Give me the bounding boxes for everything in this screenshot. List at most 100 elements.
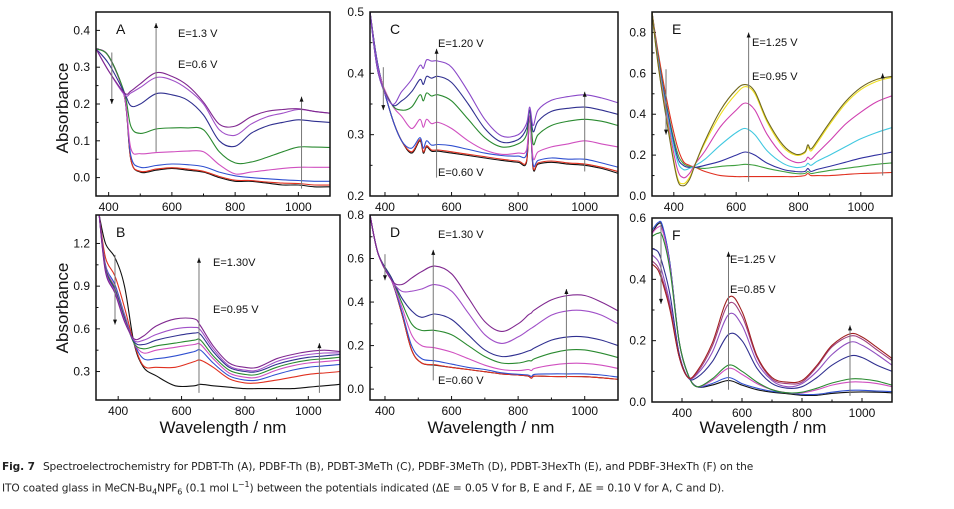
x-tick-label: 800 (792, 406, 812, 420)
potential-annotation: E=0.60 V (438, 375, 484, 387)
plot-frame (369, 214, 619, 401)
caption-subscript-4: 4 (152, 487, 158, 497)
series-line-e-3 (652, 12, 892, 171)
arrow-head-icon (848, 325, 852, 331)
series-line-a-7 (96, 48, 330, 128)
panel-letter: C (390, 21, 400, 37)
series-line-f-1 (652, 220, 892, 396)
caption-superscript: −1 (237, 480, 250, 489)
y-tick-label: 0.4 (73, 23, 90, 37)
panel-e: 400 600 800 1000 0.0 0.2 0.4 0.6 0.8 E E=1.25 V E=0… (629, 11, 893, 214)
y-tick-label: 0.4 (629, 272, 646, 286)
x-axis-title-d: Wavelength / nm (428, 418, 555, 437)
x-tick-label: 1000 (295, 404, 322, 418)
y-tick-label: 0.2 (347, 339, 364, 353)
spectroelectrochemistry-figure: Absorbance Absorbance Wavelength / nm Wa… (53, 5, 893, 437)
arrow-head-icon (746, 32, 751, 38)
arrow-head-icon (664, 129, 669, 135)
series-line-f-2 (652, 225, 892, 394)
x-tick-label: 600 (162, 200, 182, 214)
series-line-e-5 (652, 12, 892, 185)
y-tick-label: 0.2 (629, 148, 646, 162)
x-tick-label: 600 (442, 200, 462, 214)
y-tick-label: 0.9 (73, 279, 90, 293)
series-line-f-4 (652, 248, 892, 389)
plot-frame (651, 217, 893, 403)
series-line-e-0 (652, 12, 892, 178)
y-tick-label: 0.8 (347, 208, 364, 222)
series-line-c-0 (370, 12, 618, 174)
potential-annotation: E=0.6 V (178, 59, 218, 71)
x-tick-label: 1000 (571, 404, 598, 418)
series-line-f-7 (652, 263, 892, 384)
x-tick-label: 800 (508, 404, 528, 418)
series-line-c-3 (370, 12, 618, 161)
y-tick-label: 0.3 (347, 128, 364, 142)
y-tick-label: 0.0 (73, 171, 90, 185)
x-tick-label: 400 (375, 200, 395, 214)
series-line-a-4 (96, 48, 330, 165)
panel-letter: A (116, 21, 126, 37)
panel-d: 400 600 800 1000 0.0 0.2 0.4 0.6 0.8 D E=1.30 V E=0… (347, 208, 619, 418)
arrow-head-icon (317, 343, 322, 349)
panel-letter: D (390, 224, 400, 240)
y-tick-label: 0.6 (629, 66, 646, 80)
y-tick-label: 0.0 (347, 382, 364, 396)
series-line-e-1 (652, 12, 892, 175)
y-tick-label: 0.1 (73, 134, 90, 148)
panel-a: 400 600 800 1000 0.0 0.1 0.2 0.3 0.4 A E=1.3 V E=0.… (73, 11, 331, 214)
potential-annotation: E=0.60 V (438, 167, 484, 179)
y-axis-title-top: Absorbance (53, 63, 72, 154)
caption-text-1: Spectroelectrochemistry for PDBT-Th (A),… (42, 461, 754, 473)
series-line-a-2 (96, 48, 330, 182)
x-tick-label: 1000 (849, 406, 876, 420)
plot-frame (369, 11, 619, 197)
panel-letter: F (672, 227, 681, 243)
series-line-a-6 (96, 48, 330, 137)
y-axis-title-bottom: Absorbance (53, 263, 72, 354)
arrow-head-icon (196, 257, 201, 263)
x-axis-title-b: Wavelength / nm (160, 418, 287, 437)
series-line-e-6 (652, 12, 892, 187)
y-tick-label: 0.3 (73, 60, 90, 74)
series-line-b-4 (98, 215, 340, 376)
panel-f: 400 600 800 1000 0.0 0.2 0.4 0.6 F E=1.25 V E=0.85… (629, 211, 893, 420)
panel-b: 400 600 800 1000 0.3 0.6 0.9 1.2 B E=1.30V E=0.95 … (73, 214, 341, 418)
y-tick-label: 0.2 (73, 97, 90, 111)
potential-annotation: E=1.20 V (438, 38, 484, 50)
y-tick-label: 0.3 (73, 365, 90, 379)
y-tick-label: 0.6 (73, 322, 90, 336)
arrow-head-icon (582, 91, 587, 97)
series-group (652, 12, 892, 187)
series-line-c-5 (370, 12, 618, 144)
x-tick-label: 400 (664, 200, 684, 214)
panel-letter: B (116, 224, 125, 240)
caption-figure-label: Fig. 7 (2, 461, 35, 473)
series-line-c-4 (370, 12, 618, 148)
x-axis-title-f: Wavelength / nm (700, 418, 827, 437)
series-group (96, 48, 330, 188)
series-line-d-3 (370, 215, 618, 372)
series-line-f-3 (652, 232, 892, 394)
y-tick-label: 0.2 (629, 334, 646, 348)
plot-frame (95, 214, 341, 401)
potential-annotation: E=1.30V (213, 257, 256, 269)
x-tick-label: 600 (732, 406, 752, 420)
arrow-head-icon (113, 319, 118, 325)
series-group (370, 215, 618, 380)
x-tick-label: 400 (375, 404, 395, 418)
x-tick-label: 800 (235, 404, 255, 418)
potential-annotation: E=1.25 V (730, 254, 776, 266)
series-line-f-6 (652, 260, 892, 385)
series-group (98, 215, 340, 390)
x-tick-label: 600 (442, 404, 462, 418)
series-group (370, 12, 618, 174)
y-tick-label: 0.4 (347, 295, 364, 309)
x-tick-label: 1000 (847, 200, 874, 214)
x-tick-label: 400 (99, 200, 119, 214)
arrow-head-icon (726, 251, 731, 257)
arrow-head-icon (381, 105, 386, 111)
arrow-head-icon (382, 275, 387, 281)
caption-text-2a: ITO coated glass in MeCN-Bu (2, 482, 153, 495)
series-line-d-2 (370, 215, 618, 378)
